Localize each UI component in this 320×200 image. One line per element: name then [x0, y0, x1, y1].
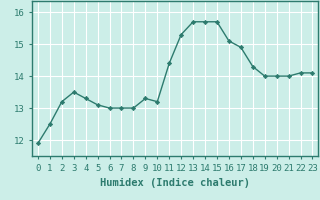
- X-axis label: Humidex (Indice chaleur): Humidex (Indice chaleur): [100, 178, 250, 188]
